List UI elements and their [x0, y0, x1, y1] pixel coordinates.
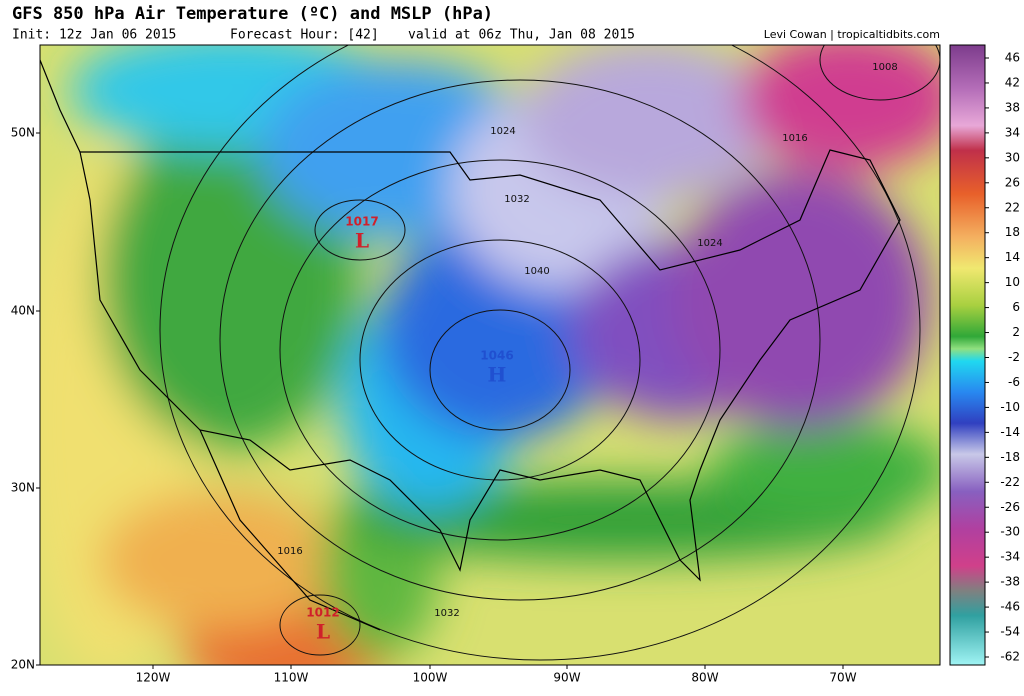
colorbar-label: -46 — [1000, 600, 1020, 614]
colorbar-label: 22 — [1005, 200, 1020, 214]
forecast-hour: Forecast Hour: [42] — [230, 28, 379, 43]
init-time: Init: 12z Jan 06 2015 — [12, 28, 176, 43]
center-symbol: H — [488, 363, 507, 387]
latitude-label: 30N — [11, 481, 35, 495]
center-pressure: 1046 — [480, 349, 513, 363]
colorbar-label: -18 — [1000, 450, 1020, 464]
latitude-label: 20N — [11, 658, 35, 672]
map-frame — [39, 44, 941, 666]
longitude-label: 110W — [274, 671, 309, 685]
isobar-label: 1032 — [434, 608, 459, 619]
longitude-label: 90W — [553, 671, 580, 685]
colorbar-label: -54 — [1000, 625, 1020, 639]
isobar-label: 1040 — [524, 266, 549, 277]
center-pressure: 1017 — [345, 215, 378, 229]
colorbar-label: -6 — [1008, 375, 1020, 389]
colorbar-label: 10 — [1005, 275, 1020, 289]
center-pressure: 1012 — [306, 606, 339, 620]
longitude-label: 80W — [691, 671, 718, 685]
colorbar-label: 26 — [1005, 175, 1020, 189]
colorbar-label: 14 — [1005, 250, 1020, 264]
isobar-label: 1016 — [277, 546, 302, 557]
colorbar-label: -38 — [1000, 575, 1020, 589]
colorbar-label: 38 — [1005, 100, 1020, 114]
longitude-label: 120W — [136, 671, 171, 685]
colorbar-label: 18 — [1005, 225, 1020, 239]
colorbar-label: 30 — [1005, 150, 1020, 164]
colorbar-label: -2 — [1008, 350, 1020, 364]
isobar-label: 1024 — [697, 238, 722, 249]
isobars — [159, 45, 940, 661]
colorbar-label: -26 — [1000, 500, 1020, 514]
colorbar-label: 6 — [1012, 300, 1020, 314]
isobar-label: 1008 — [872, 62, 897, 73]
center-symbol: L — [316, 620, 330, 644]
colorbar-label: -62 — [1000, 650, 1020, 664]
colorbar-label: -22 — [1000, 475, 1020, 489]
isobar-label: 1024 — [490, 126, 515, 137]
colorbar-label: 42 — [1005, 75, 1020, 89]
temperature-field — [40, 45, 940, 665]
longitude-label: 70W — [829, 671, 856, 685]
isobar-label: 1032 — [504, 194, 529, 205]
colorbar-label: -34 — [1000, 550, 1020, 564]
credit: Levi Cowan | tropicaltidbits.com — [764, 28, 940, 41]
title: GFS 850 hPa Air Temperature (ºC) and MSL… — [12, 4, 493, 24]
colorbar-label: 34 — [1005, 125, 1020, 139]
isobar-label: 1016 — [782, 133, 807, 144]
colorbar-label: -10 — [1000, 400, 1020, 414]
colorbar-label: -14 — [1000, 425, 1020, 439]
latitude-label: 40N — [11, 304, 35, 318]
center-symbol: L — [355, 229, 369, 253]
borders — [40, 59, 901, 631]
colorbar-label: -30 — [1000, 525, 1020, 539]
colorbar-label: 46 — [1005, 51, 1020, 65]
latitude-label: 50N — [11, 126, 35, 140]
longitude-label: 100W — [413, 671, 448, 685]
colorbar — [949, 44, 986, 666]
colorbar-label: 2 — [1012, 325, 1020, 339]
valid-time: valid at 06z Thu, Jan 08 2015 — [408, 28, 635, 43]
